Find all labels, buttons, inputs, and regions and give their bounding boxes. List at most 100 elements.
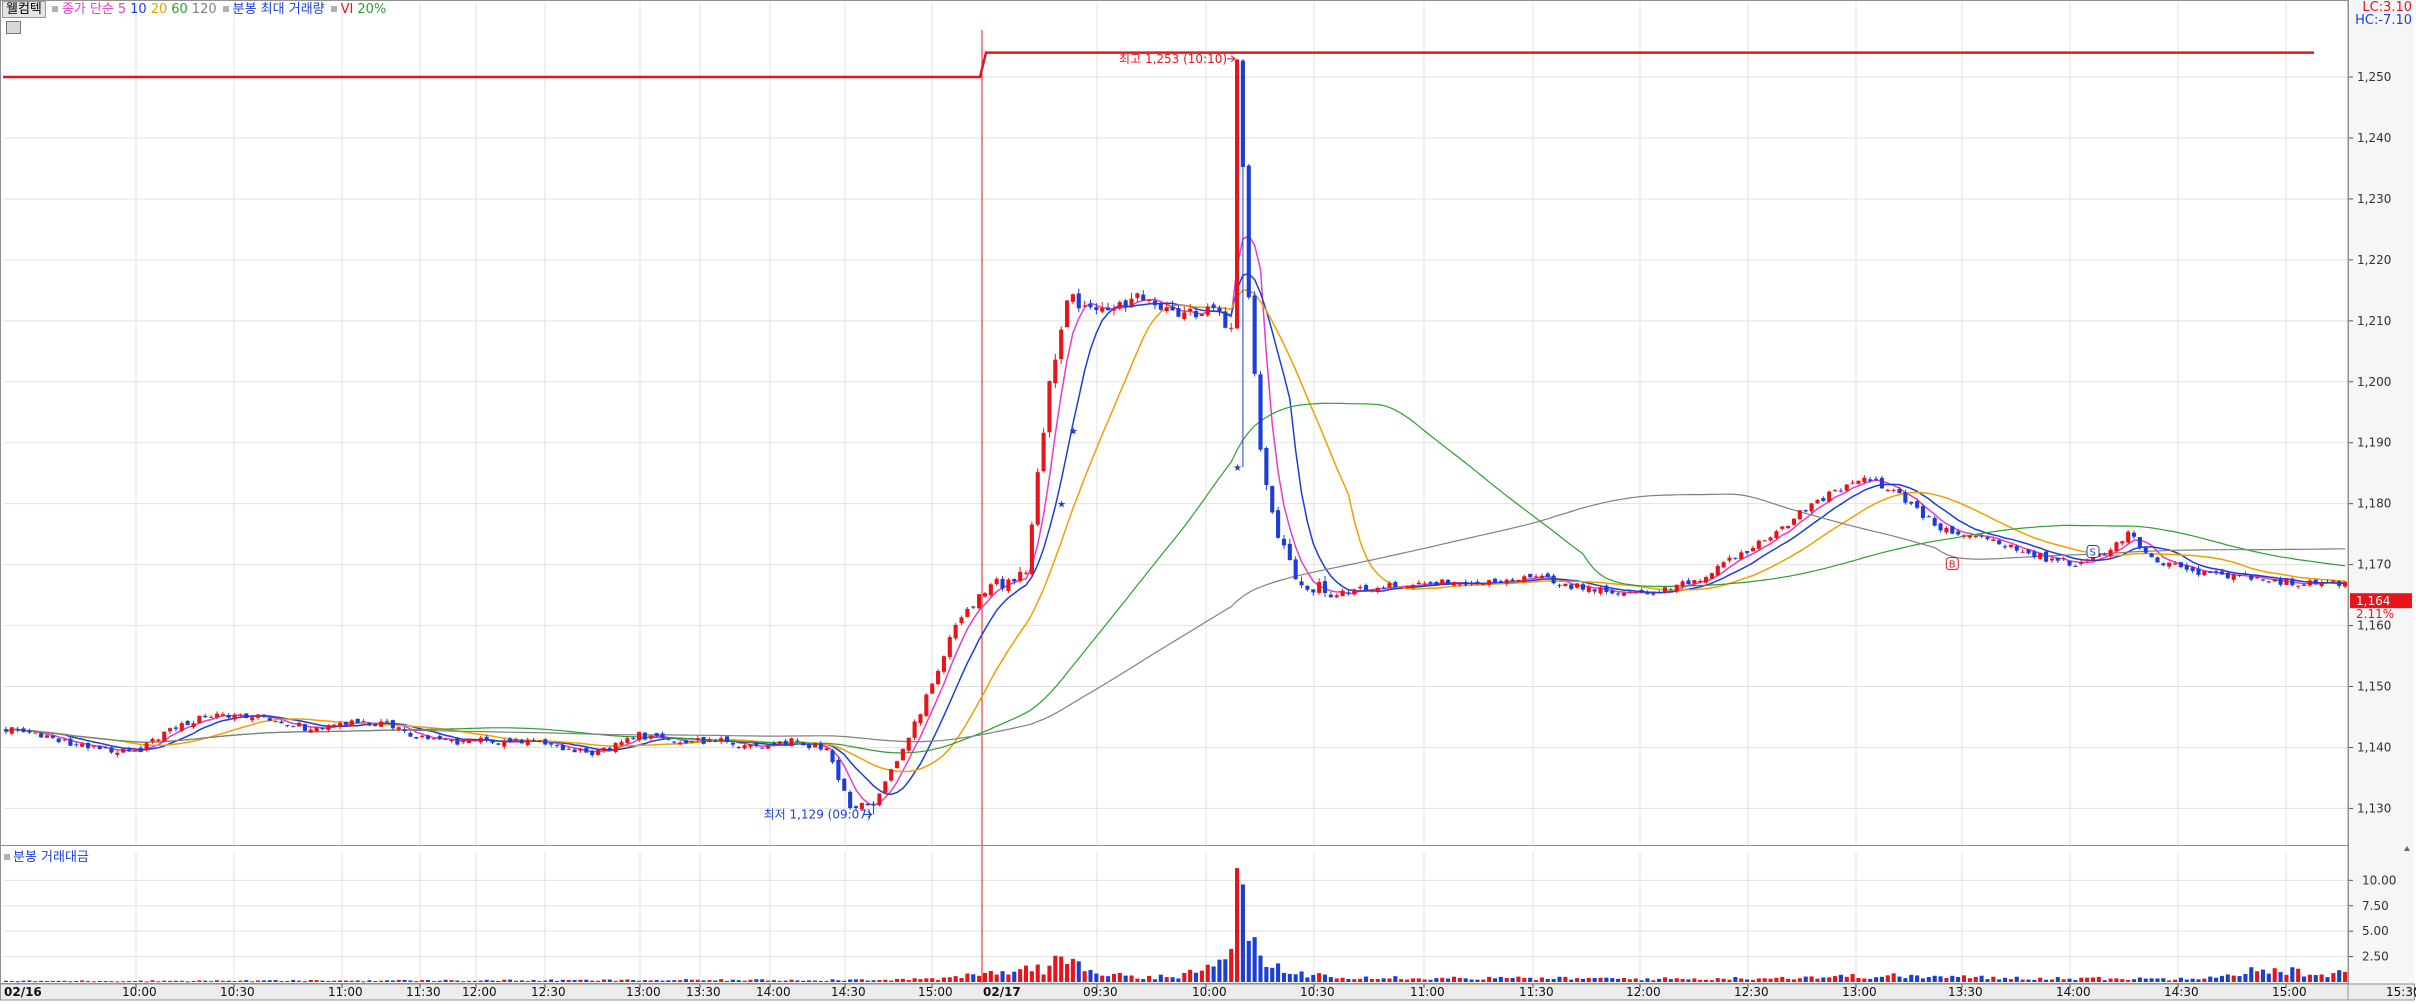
candle-body[interactable] <box>320 728 325 730</box>
candle-body[interactable] <box>1516 579 1521 581</box>
volume-bar[interactable] <box>2260 969 2266 982</box>
candle-body[interactable] <box>1492 578 1498 583</box>
candle-body[interactable] <box>502 740 507 747</box>
volume-bar[interactable] <box>1557 976 1562 982</box>
volume-bar[interactable] <box>930 978 935 982</box>
volume-bar[interactable] <box>109 981 114 983</box>
volume-bar[interactable] <box>1223 959 1228 982</box>
volume-bar[interactable] <box>947 977 952 982</box>
volume-bar[interactable] <box>1662 977 1668 982</box>
volume-bar[interactable] <box>250 981 255 983</box>
volume-bar[interactable] <box>179 980 184 982</box>
candle-body[interactable] <box>1727 557 1732 561</box>
candle-body[interactable] <box>1106 307 1111 311</box>
volume-bar[interactable] <box>1082 971 1087 982</box>
volume-bar[interactable] <box>859 979 864 982</box>
volume-bar[interactable] <box>437 980 442 982</box>
candle-body[interactable] <box>384 721 390 723</box>
volume-bar[interactable] <box>1258 955 1263 982</box>
volume-bar[interactable] <box>1135 978 1140 982</box>
candle-body[interactable] <box>2014 545 2019 551</box>
volume-bar[interactable] <box>1926 977 1931 982</box>
candle-body[interactable] <box>1229 327 1234 329</box>
candle-body[interactable] <box>1533 576 1539 578</box>
volume-bar[interactable] <box>1733 977 1738 982</box>
candle-body[interactable] <box>2208 571 2213 573</box>
volume-bar[interactable] <box>1885 975 1890 982</box>
candle-body[interactable] <box>1991 539 1996 541</box>
candle-body[interactable] <box>50 735 55 738</box>
candle-body[interactable] <box>508 738 513 742</box>
volume-bar[interactable] <box>777 980 782 982</box>
volume-bar[interactable] <box>1270 967 1275 982</box>
candle-body[interactable] <box>889 769 894 781</box>
volume-bar[interactable] <box>560 979 565 982</box>
volume-bar[interactable] <box>1422 979 1427 982</box>
candle-body[interactable] <box>2243 573 2248 575</box>
candle-body[interactable] <box>9 727 14 734</box>
volume-bar[interactable] <box>1768 978 1773 982</box>
candle-body[interactable] <box>525 739 530 746</box>
volume-bar[interactable] <box>1997 979 2002 982</box>
candle-body[interactable] <box>1967 535 1972 538</box>
volume-bar[interactable] <box>766 980 771 982</box>
volume-bar[interactable] <box>2032 979 2037 982</box>
candle-body[interactable] <box>1657 592 1662 594</box>
volume-bar[interactable] <box>220 980 225 982</box>
volume-bar[interactable] <box>1698 979 1703 982</box>
candle-body[interactable] <box>877 793 882 806</box>
candle-body[interactable] <box>1270 486 1275 513</box>
volume-bar[interactable] <box>21 980 26 982</box>
volume-bar[interactable] <box>1979 975 1984 982</box>
candle-body[interactable] <box>648 735 653 739</box>
candle-body[interactable] <box>2284 579 2289 585</box>
candle-body[interactable] <box>2319 582 2324 587</box>
volume-bar[interactable] <box>1516 976 1521 982</box>
candle-body[interactable] <box>156 739 161 741</box>
candle-body[interactable] <box>1434 581 1439 585</box>
volume-bar[interactable] <box>1709 980 1714 982</box>
volume-bar[interactable] <box>877 979 882 982</box>
candle-body[interactable] <box>742 745 747 749</box>
candle-body[interactable] <box>619 741 624 746</box>
candle-body[interactable] <box>918 714 923 724</box>
candle-body[interactable] <box>1469 582 1474 584</box>
volume-bar[interactable] <box>818 980 823 982</box>
candle-body[interactable] <box>1387 583 1392 588</box>
volume-bar[interactable] <box>1739 978 1744 982</box>
candle-body[interactable] <box>625 738 630 743</box>
volume-bar[interactable] <box>1897 976 1902 982</box>
volume-bar[interactable] <box>2102 980 2107 982</box>
volume-bar[interactable] <box>1874 977 1879 982</box>
candle-body[interactable] <box>250 717 255 721</box>
volume-bar[interactable] <box>1041 974 1046 982</box>
candle-body[interactable] <box>273 721 278 723</box>
volume-bar[interactable] <box>1832 976 1838 982</box>
candle-body[interactable] <box>1862 477 1867 483</box>
volume-bar[interactable] <box>1627 979 1632 982</box>
volume-bar[interactable] <box>660 980 665 982</box>
candle-body[interactable] <box>590 750 595 756</box>
volume-bar[interactable] <box>982 972 988 982</box>
candle-body[interactable] <box>977 594 982 609</box>
candle-body[interactable] <box>1985 537 1990 540</box>
volume-bar[interactable] <box>297 980 302 982</box>
volume-bar[interactable] <box>812 980 818 982</box>
candle-body[interactable] <box>1897 489 1902 494</box>
candle-body[interactable] <box>443 738 448 740</box>
candle-body[interactable] <box>1704 577 1709 583</box>
candle-body[interactable] <box>695 738 700 740</box>
volume-bar[interactable] <box>701 980 706 982</box>
candle-body[interactable] <box>613 742 618 753</box>
volume-bar[interactable] <box>2319 974 2324 982</box>
volume-bar[interactable] <box>613 980 618 982</box>
volume-bar[interactable] <box>1580 978 1585 982</box>
volume-bar[interactable] <box>578 979 583 982</box>
candle-body[interactable] <box>959 617 964 624</box>
candle-body[interactable] <box>1809 503 1814 512</box>
candle-body[interactable] <box>1018 571 1023 582</box>
volume-bar[interactable] <box>1047 965 1052 982</box>
volume-bar[interactable] <box>519 980 524 982</box>
volume-bar[interactable] <box>1680 979 1685 982</box>
volume-bar[interactable] <box>103 980 108 982</box>
